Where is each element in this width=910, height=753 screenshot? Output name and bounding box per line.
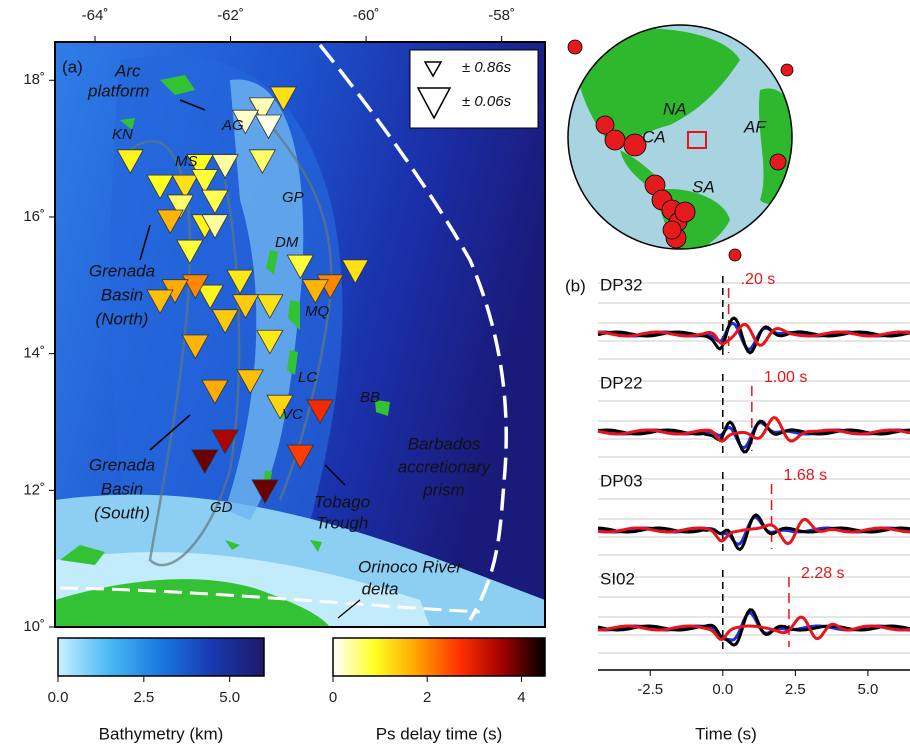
- map-label: prism: [422, 480, 465, 499]
- colorbar-tick-label: 0: [329, 689, 337, 706]
- map-label: Orinoco River: [358, 557, 463, 576]
- x-tick-label: -2.5: [637, 681, 663, 698]
- station-name: DP32: [600, 275, 643, 294]
- globe-label: SA: [692, 177, 715, 196]
- colorbar-tick-label: 2: [423, 689, 431, 706]
- x-tick-label: 5.0: [857, 681, 878, 698]
- colorbar-tick-label: 2.5: [133, 689, 154, 706]
- colorbar-tick-label: 0.0: [48, 689, 69, 706]
- trace-frame: [598, 469, 909, 559]
- map-label: BB: [360, 389, 380, 406]
- x-tick-label: -60˚: [353, 7, 380, 24]
- map-label: Trough: [316, 513, 369, 532]
- map-label: DM: [275, 234, 299, 251]
- delay-label: 1.00 s: [764, 369, 808, 386]
- y-tick-label: 18˚: [23, 71, 45, 88]
- panel-label: (a): [62, 57, 83, 76]
- map-label: Grenada: [89, 261, 155, 280]
- map-label: MQ: [305, 303, 329, 320]
- map-label: Grenada: [89, 455, 155, 474]
- y-tick-label: 16˚: [23, 208, 45, 225]
- colorbar: [58, 638, 264, 676]
- delay-label: 1.68 s: [784, 467, 828, 484]
- colorbar-label: Ps delay time (s): [376, 724, 503, 743]
- map-label: (North): [96, 309, 149, 328]
- x-tick-label: -62˚: [217, 7, 244, 24]
- globe-label: CA: [642, 127, 666, 146]
- y-tick-label: 10˚: [23, 618, 45, 635]
- map-label: Arc: [114, 61, 141, 80]
- map-label: GP: [282, 189, 304, 206]
- colorbar: [333, 638, 545, 676]
- colorbar-label: Bathymetry (km): [99, 724, 224, 743]
- map-label: accretionary: [398, 457, 492, 476]
- map-label: LC: [298, 369, 317, 386]
- x-tick-label: -64˚: [82, 7, 109, 24]
- map-label: platform: [87, 81, 149, 100]
- station-name: SI02: [600, 569, 635, 588]
- x-axis-label: Time (s): [695, 724, 757, 743]
- map-label: Tobago: [314, 492, 370, 511]
- waveform: [598, 519, 910, 543]
- colorbar-tick-label: 4: [517, 689, 525, 706]
- map-label: AG: [221, 117, 244, 134]
- legend-label: ± 0.86s: [462, 59, 512, 76]
- x-tick-label: 0.0: [712, 681, 733, 698]
- map-label: Basin: [101, 285, 144, 304]
- map-label: KN: [112, 126, 133, 143]
- legend-label: ± 0.06s: [462, 93, 512, 110]
- map-label: delta: [362, 579, 399, 598]
- map-label: GD: [210, 499, 233, 516]
- y-tick-label: 14˚: [23, 345, 45, 362]
- map-label: Barbados: [408, 434, 481, 453]
- station-name: DP03: [600, 471, 643, 490]
- trace-frame: [598, 371, 909, 461]
- figure: ± 0.86s ± 0.06s (a) Arc platform AG KN M…: [0, 0, 910, 748]
- x-tick-label: 2.5: [785, 681, 806, 698]
- station-name: DP22: [600, 373, 643, 392]
- waveform: [598, 515, 910, 550]
- map-label: (South): [94, 503, 150, 522]
- globe-label: NA: [663, 99, 687, 118]
- globe: [568, 25, 796, 262]
- map-label: MS: [175, 153, 198, 170]
- map-label: VC: [282, 406, 303, 423]
- colorbar-tick-label: 5.0: [219, 689, 240, 706]
- delay-label: 2.28 s: [801, 565, 845, 582]
- delay-label: .20 s: [741, 271, 776, 288]
- map-label: Basin: [101, 479, 144, 498]
- y-tick-label: 12˚: [23, 481, 45, 498]
- panel-label: (b): [565, 276, 586, 295]
- x-tick-label: -58˚: [488, 7, 515, 24]
- globe-label: AF: [743, 117, 767, 136]
